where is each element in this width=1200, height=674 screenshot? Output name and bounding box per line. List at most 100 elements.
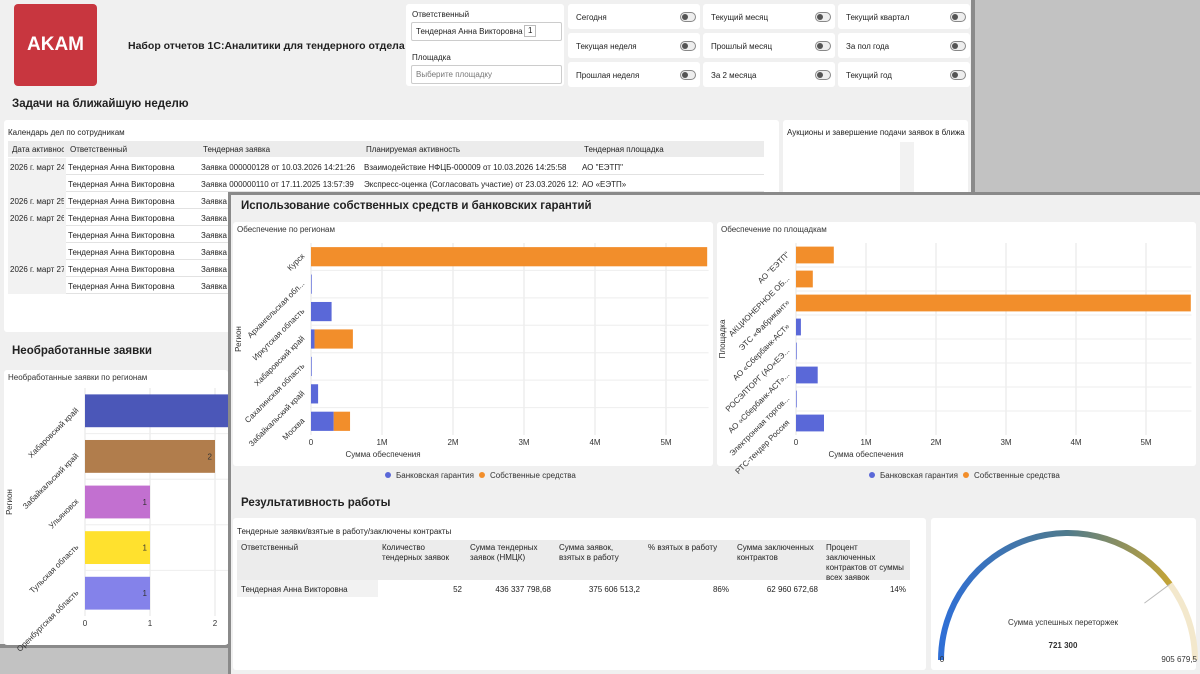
section-title: Задачи на ближайшую неделю [12, 98, 189, 110]
data-label: 2 [208, 452, 213, 461]
placeholder [900, 142, 914, 192]
bar [796, 246, 834, 264]
chart-title: Обеспечение по площадкам [721, 225, 827, 234]
toggle[interactable] [950, 41, 966, 51]
table-header [8, 141, 764, 157]
toggle[interactable] [680, 12, 696, 22]
bar [85, 485, 150, 519]
column-header: Тендерная площадка [584, 145, 664, 154]
cell: Тендерная Анна Викторовна [68, 163, 175, 172]
bar [85, 576, 150, 610]
cell: Взаимодействие НФЦБ-000009 от 10.03.2026… [364, 163, 567, 172]
gauge-value [938, 530, 1173, 661]
toggle-card [568, 62, 700, 87]
toggle[interactable] [680, 70, 696, 80]
auctions-panel [783, 120, 968, 195]
toggle-knob [682, 72, 688, 78]
cell: 2026 г. март 24 [10, 163, 64, 172]
toggle[interactable] [950, 70, 966, 80]
toggle-knob [817, 43, 823, 49]
toggle[interactable] [680, 41, 696, 51]
chart-title: Обеспечение по регионам [237, 225, 335, 234]
toggle-knob [952, 72, 958, 78]
cell: 52 [453, 585, 462, 594]
bar [311, 384, 319, 404]
toggle-card [568, 4, 700, 29]
column-header: Сумма тендерных заявок (НМЦК) [470, 543, 538, 562]
select-count: 1 [524, 25, 537, 37]
legend-label: Банковская гарантия [396, 471, 474, 480]
toggle-knob [817, 14, 823, 20]
bar [796, 270, 813, 288]
y-axis-label: Площадка [718, 319, 727, 358]
y-tick-label: Хабаровский край [253, 334, 307, 388]
filter-label: Площадка [412, 53, 451, 62]
date-cell [8, 192, 66, 209]
panel-title: Аукционы и завершение подачи заявок в бл… [787, 128, 965, 137]
toggle-card [703, 62, 835, 87]
bar [796, 294, 1191, 312]
cell: Заявка 000000128 от 10.03.2026 14:21:26 [201, 163, 356, 172]
toggle-card [568, 33, 700, 58]
toggle-card [838, 62, 970, 87]
cell: Заявка [201, 231, 227, 240]
cell: Тендерная Анна Викторовна [68, 248, 175, 257]
cell: 86% [712, 585, 729, 594]
x-tick-label: 2M [447, 438, 458, 447]
toggle-label: Текущий месяц [711, 13, 769, 22]
toggle-knob [682, 14, 688, 20]
cell: Тендерная Анна Викторовна [68, 214, 175, 223]
panel-title: Тендерные заявки/взятые в работу/заключе… [237, 527, 452, 536]
date-cell [8, 209, 66, 226]
bar [796, 366, 818, 384]
toggle-label: Текущий год [846, 71, 892, 80]
cell: Заявка [201, 197, 227, 206]
bar [796, 390, 797, 408]
select-value: Тендерная Анна Викторовна [416, 27, 523, 36]
bar [85, 439, 215, 473]
date-cell [8, 158, 66, 175]
x-tick-label: 1M [860, 438, 871, 447]
date-cell [8, 260, 66, 277]
bar [311, 356, 312, 377]
legend-label: Собственные средства [490, 471, 576, 480]
cell: Тендерная Анна Викторовна [68, 197, 175, 206]
cell: Тендерная Анна Викторовна [68, 231, 175, 240]
toggle[interactable] [815, 41, 831, 51]
x-tick-label: 1 [148, 619, 153, 628]
bar [311, 274, 312, 294]
x-tick-label: 4M [589, 438, 600, 447]
toggle[interactable] [950, 12, 966, 22]
cell: 14% [889, 585, 906, 594]
cell: 2026 г. март 25 [10, 197, 64, 206]
cell: 436 337 798,68 [495, 585, 551, 594]
legend-marker [478, 472, 485, 478]
bar [311, 247, 708, 267]
table-header [237, 540, 910, 580]
cell: 375 606 513,2 [588, 585, 640, 594]
column-header: Сумма заключенных контрактов [737, 543, 814, 562]
x-tick-label: 2 [213, 619, 218, 628]
toggle-knob [952, 43, 958, 49]
toggle-label: За пол года [846, 42, 890, 51]
bar [333, 411, 351, 431]
x-tick-label: 5M [660, 438, 671, 447]
gauge-panel [931, 518, 1196, 670]
bar [796, 318, 801, 336]
logo: AKAM [14, 4, 97, 86]
select[interactable] [411, 65, 562, 84]
x-tick-label: 3M [1000, 438, 1011, 447]
cell: Заявка 000000110 от 17.11.2025 13:57:39 [201, 180, 354, 189]
x-tick-label: 5M [1140, 438, 1151, 447]
date-cell [8, 243, 66, 260]
x-tick-label: 0 [83, 619, 88, 628]
toggle[interactable] [815, 70, 831, 80]
column-header: Планируемая активность [366, 145, 461, 154]
column-header: Тендерная заявка [203, 145, 271, 154]
x-axis-label: Сумма обеспечения [345, 450, 420, 459]
bar [796, 414, 824, 432]
cell: 62 960 672,68 [766, 585, 818, 594]
gauge-needle [1144, 583, 1171, 604]
legend-marker [962, 472, 969, 478]
toggle[interactable] [815, 12, 831, 22]
